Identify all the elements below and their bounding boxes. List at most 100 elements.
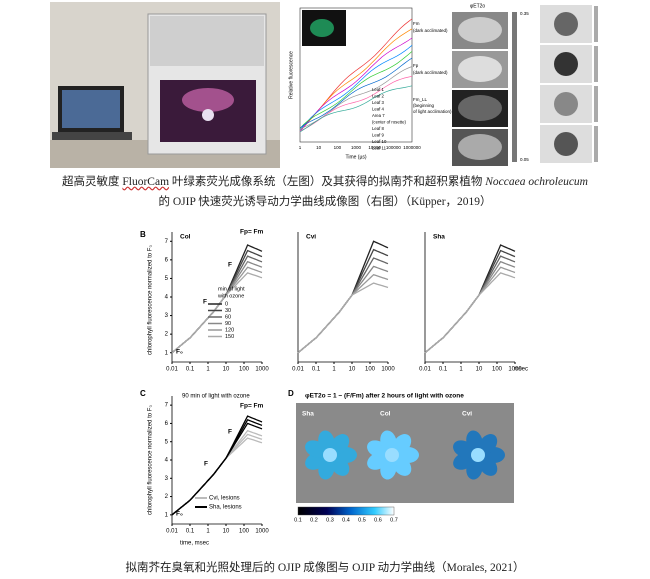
- label: 1000: [351, 145, 362, 150]
- label: chlorophyll fluorescence normalized to F…: [148, 245, 154, 355]
- label: 1000: [508, 367, 522, 373]
- label: 0.05: [520, 157, 529, 162]
- label: 7: [165, 403, 169, 409]
- label: 10: [223, 367, 230, 373]
- ojip-curve: [171, 415, 263, 516]
- label: Fp: [413, 63, 419, 68]
- label: Sha: [302, 411, 314, 418]
- label: 10: [316, 145, 322, 150]
- label: φET2o = 1 − (F/Fm) after 2 hours of ligh…: [305, 393, 464, 400]
- label: 30: [225, 308, 231, 314]
- colorbar: [594, 86, 598, 122]
- label: (center of rosette): [372, 120, 406, 125]
- leaf-image: [458, 134, 502, 160]
- ojip-curve: [171, 433, 263, 516]
- label: (beginning: [413, 103, 435, 108]
- leaf-image: [458, 56, 502, 82]
- label: Leaf 9: [372, 133, 385, 138]
- caption-text: FluorCam: [122, 176, 170, 188]
- label: F₀: [176, 349, 183, 356]
- label: Leaf 10: [372, 139, 387, 144]
- label: Sha: [433, 234, 445, 241]
- colorbar: [512, 12, 517, 162]
- rosette: [554, 132, 578, 156]
- plant: [202, 109, 214, 121]
- label: F: [204, 461, 208, 468]
- label: Leaf 1: [372, 87, 385, 92]
- curve: [299, 45, 413, 131]
- label: Cvi: [306, 234, 316, 241]
- ojip-curve: [424, 249, 516, 354]
- rosette-center: [385, 448, 399, 462]
- label: 10: [223, 529, 230, 535]
- label: 0.35: [520, 11, 529, 16]
- label: Col: [380, 411, 391, 418]
- label: B: [140, 230, 146, 239]
- label: 0.01: [166, 367, 178, 373]
- label: 100: [239, 529, 250, 535]
- label: 0.1: [294, 517, 302, 523]
- label: Fm: [413, 21, 420, 26]
- laptop-base: [52, 132, 132, 140]
- ojip-curve: [297, 257, 389, 354]
- label: 100: [334, 145, 342, 150]
- caption-top: 超高灵敏度 FluorCam 叶绿素荧光成像系统（左图）及其获得的拟南芥和超积累…: [62, 172, 588, 212]
- rosette-leaf: [392, 434, 412, 455]
- label: Leaf 2: [372, 94, 385, 99]
- label: 4: [165, 295, 169, 301]
- label: 0.1: [186, 529, 195, 535]
- label: (dark acclimated): [413, 28, 448, 33]
- colorbar: [594, 46, 598, 82]
- ojip-curve: [424, 266, 516, 354]
- label: 6: [165, 421, 169, 427]
- label: chlorophyll fluorescence normalized to F…: [148, 405, 154, 515]
- label: F: [228, 262, 232, 269]
- leaf-image: [458, 95, 502, 121]
- caption-bottom: 拟南芥在臭氧和光照处理后的 OJIP 成像图与 OJIP 动力学曲线（Moral…: [125, 562, 525, 574]
- label: 7: [165, 239, 169, 245]
- label: min of light: [218, 286, 245, 292]
- label: 2: [165, 332, 169, 338]
- label: Sha, lesions: [209, 505, 242, 511]
- label: 3: [165, 313, 169, 319]
- rosette-leaf: [318, 430, 335, 453]
- label: Leaf 11: [372, 146, 387, 151]
- colorbar: [594, 126, 598, 162]
- colorbar: [594, 6, 598, 42]
- label: 5: [165, 439, 169, 445]
- label: 100: [365, 367, 376, 373]
- ojip-curve: [171, 429, 263, 516]
- label: 1000: [255, 529, 269, 535]
- ojip-curve: [424, 255, 516, 354]
- label: 0.7: [390, 517, 398, 523]
- label: Fp= Fm: [240, 229, 264, 236]
- label: Col: [180, 234, 191, 241]
- label: 90 min of light with ozone: [182, 394, 250, 400]
- curve: [299, 85, 413, 133]
- label: 0.6: [374, 517, 382, 523]
- rosette-leaf: [478, 434, 498, 455]
- caption-text: 超高灵敏度: [62, 176, 123, 188]
- label: 100: [492, 367, 503, 373]
- label: F: [228, 429, 232, 436]
- ojip-curve: [171, 249, 263, 354]
- label: F: [203, 299, 207, 306]
- ojip-curve: [424, 244, 516, 354]
- label: Relative fluorescence: [288, 51, 294, 99]
- rosette-leaf: [478, 456, 498, 476]
- label: 10000: [368, 145, 381, 150]
- label: 2: [165, 494, 169, 500]
- label: Leaf 4: [372, 107, 385, 112]
- rosette-leaf: [380, 430, 397, 453]
- ojip-curve: [297, 248, 389, 354]
- label: 0.01: [292, 367, 304, 373]
- label: Cvi, lesions: [209, 496, 240, 502]
- label: 4: [165, 458, 169, 464]
- label: 0.01: [419, 367, 431, 373]
- rosette: [554, 12, 578, 36]
- label: 10: [476, 367, 483, 373]
- label: Cvi: [462, 411, 472, 418]
- label: 150: [225, 334, 234, 340]
- label: 0.1: [439, 367, 448, 373]
